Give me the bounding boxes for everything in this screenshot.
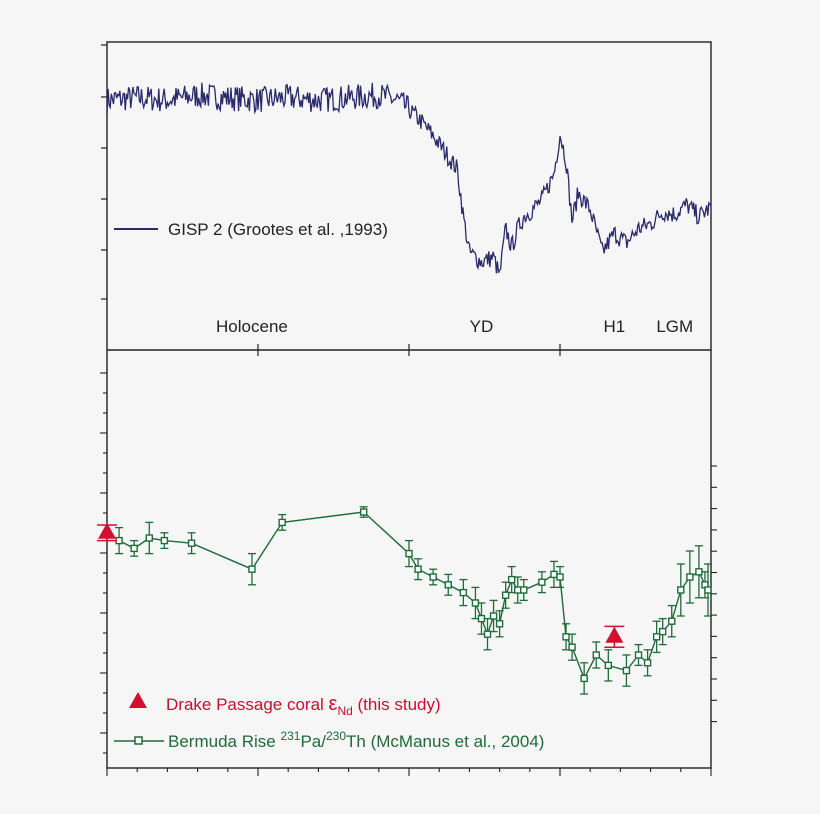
period-labels: Holocene YD H1 LGM bbox=[216, 317, 693, 336]
bermuda-point bbox=[634, 651, 643, 659]
bermuda-point bbox=[562, 633, 570, 641]
period-label-holocene: Holocene bbox=[216, 317, 288, 336]
bermuda-point bbox=[622, 666, 631, 675]
period-label-yd: YD bbox=[470, 317, 494, 336]
bermuda-point bbox=[704, 586, 712, 594]
bermuda-point bbox=[483, 630, 492, 638]
drake-point bbox=[605, 626, 624, 643]
drake-legend-label: Drake Passage coral εNd (this study) bbox=[166, 693, 441, 718]
bermuda-point bbox=[580, 674, 588, 683]
gisp2-series bbox=[106, 82, 712, 274]
bermuda-point bbox=[550, 570, 558, 579]
bermuda-point bbox=[130, 544, 138, 553]
bermuda-point bbox=[444, 581, 452, 589]
bermuda-point bbox=[677, 586, 685, 594]
bermuda-point bbox=[414, 565, 422, 573]
bermuda-point bbox=[495, 620, 504, 628]
plot-border bbox=[106, 41, 712, 769]
bermuda-point bbox=[604, 661, 613, 670]
bermuda-point bbox=[668, 617, 676, 625]
drake-legend-triangle bbox=[129, 692, 147, 708]
bermuda-point bbox=[405, 549, 413, 558]
bermuda-point bbox=[489, 612, 498, 620]
bermuda-point bbox=[501, 591, 510, 599]
bermuda-legend-marker bbox=[134, 736, 143, 745]
bermuda-series bbox=[115, 506, 712, 695]
bermuda-point bbox=[360, 508, 368, 516]
bermuda-point bbox=[160, 536, 169, 545]
drake-point bbox=[98, 522, 116, 539]
gisp2-legend-label: GISP 2 (Grootes et al. ,1993) bbox=[168, 220, 388, 239]
bermuda-point bbox=[592, 651, 600, 659]
bermuda-point bbox=[187, 539, 196, 547]
bermuda-point bbox=[556, 573, 564, 581]
bermuda-point bbox=[429, 573, 437, 581]
bermuda-point bbox=[652, 633, 661, 641]
period-label-h1: H1 bbox=[603, 317, 625, 336]
bermuda-point bbox=[248, 565, 256, 573]
bermuda-point bbox=[145, 534, 153, 542]
gisp2-line bbox=[106, 82, 712, 274]
bermuda-point bbox=[686, 573, 694, 581]
bermuda-point bbox=[520, 586, 528, 594]
bermuda-point bbox=[507, 575, 516, 584]
bermuda-point bbox=[514, 586, 522, 594]
period-label-lgm: LGM bbox=[656, 317, 693, 336]
axes-frame bbox=[106, 41, 712, 769]
bottom-legend: Drake Passage coral εNd (this study) Ber… bbox=[114, 692, 544, 751]
axis-ticks bbox=[100, 44, 717, 776]
bermuda-point bbox=[658, 627, 667, 636]
top-legend: GISP 2 (Grootes et al. ,1993) bbox=[114, 220, 388, 239]
bermuda-legend-label: Bermuda Rise 231Pa/230Th (McManus et al.… bbox=[168, 729, 544, 751]
bermuda-point bbox=[643, 659, 652, 667]
bermuda-point bbox=[568, 643, 576, 651]
bermuda-point bbox=[459, 588, 468, 597]
bermuda-point bbox=[278, 518, 286, 527]
bermuda-point bbox=[538, 578, 546, 586]
bermuda-line bbox=[118, 511, 709, 681]
drake-series bbox=[97, 522, 625, 648]
